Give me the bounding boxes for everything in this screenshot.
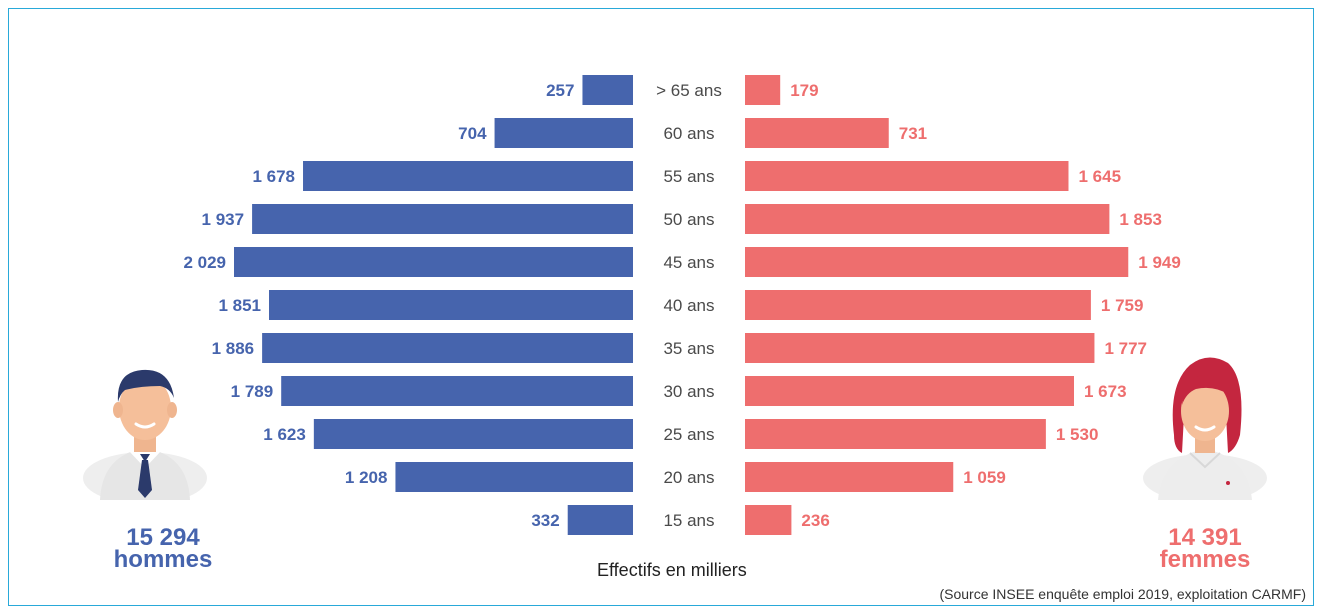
women-value-label: 1 949 <box>1138 253 1181 272</box>
men-value-label: 1 886 <box>212 339 255 358</box>
men-value-label: 1 789 <box>231 382 274 401</box>
women-bar <box>745 247 1129 277</box>
age-label: 30 ans <box>663 382 714 401</box>
men-total: 15 294 hommes <box>88 524 238 573</box>
age-label: > 65 ans <box>656 81 722 100</box>
men-value-label: 1 937 <box>202 210 245 229</box>
women-bar <box>745 462 954 492</box>
age-label: 25 ans <box>663 425 714 444</box>
source-note: (Source INSEE enquête emploi 2019, explo… <box>939 586 1306 602</box>
men-total-value: 15 294 <box>126 524 200 551</box>
women-total: 14 391 femmes <box>1120 524 1290 573</box>
chart-frame <box>8 8 1314 606</box>
women-value-label: 1 777 <box>1104 339 1147 358</box>
men-total-label: hommes <box>113 546 213 573</box>
age-label: 60 ans <box>663 124 714 143</box>
women-bar <box>745 376 1074 406</box>
women-value-label: 1 673 <box>1084 382 1127 401</box>
age-label: 20 ans <box>663 468 714 487</box>
men-bar <box>303 161 633 191</box>
men-bar <box>567 505 633 535</box>
women-bar <box>745 161 1069 191</box>
men-bar <box>395 462 633 492</box>
women-value-label: 1 059 <box>963 468 1006 487</box>
men-value-label: 1 678 <box>252 167 295 186</box>
women-value-label: 1 645 <box>1078 167 1121 186</box>
men-bar <box>313 419 633 449</box>
men-value-label: 704 <box>458 124 487 143</box>
age-label: 45 ans <box>663 253 714 272</box>
women-bar <box>745 118 889 148</box>
men-value-label: 332 <box>531 511 559 530</box>
women-total-value: 14 391 <box>1168 524 1242 551</box>
women-value-label: 731 <box>899 124 927 143</box>
women-bar <box>745 75 781 105</box>
women-value-label: 1 759 <box>1101 296 1144 315</box>
women-bar <box>745 419 1046 449</box>
men-value-label: 1 623 <box>263 425 306 444</box>
men-bar <box>234 247 633 277</box>
age-label: 40 ans <box>663 296 714 315</box>
men-bar <box>262 333 633 363</box>
men-value-label: 257 <box>546 81 574 100</box>
men-value-label: 1 208 <box>345 468 388 487</box>
age-label: 35 ans <box>663 339 714 358</box>
men-bar <box>269 290 633 320</box>
men-bar <box>281 376 633 406</box>
women-bar <box>745 204 1110 234</box>
age-label: 55 ans <box>663 167 714 186</box>
women-value-label: 1 530 <box>1056 425 1099 444</box>
woman-doctor-icon <box>1143 357 1267 500</box>
women-value-label: 1 853 <box>1119 210 1162 229</box>
men-bar <box>252 204 633 234</box>
men-bar <box>582 75 633 105</box>
age-label: 50 ans <box>663 210 714 229</box>
men-value-label: 2 029 <box>183 253 226 272</box>
age-label: 15 ans <box>663 511 714 530</box>
men-value-label: 1 851 <box>218 296 261 315</box>
women-total-label: femmes <box>1159 546 1251 573</box>
men-bar <box>494 118 633 148</box>
women-bar <box>745 505 792 535</box>
women-value-label: 236 <box>801 511 829 530</box>
women-bar <box>745 333 1095 363</box>
women-bar <box>745 290 1091 320</box>
man-doctor-icon <box>83 369 207 500</box>
women-value-label: 179 <box>790 81 818 100</box>
axis-caption: Effectifs en milliers <box>597 560 747 580</box>
